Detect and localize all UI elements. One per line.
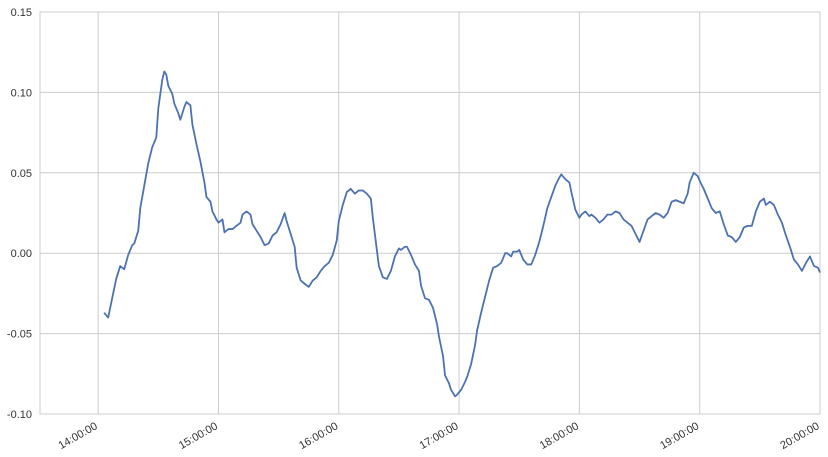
y-tick-label: -0.05 xyxy=(7,329,32,341)
plot-area xyxy=(39,11,821,415)
x-tick-label: 19:00:00 xyxy=(658,420,701,452)
x-tick-label: 15:00:00 xyxy=(177,420,220,452)
y-tick-label: -0.10 xyxy=(7,409,32,421)
x-tick-label: 17:00:00 xyxy=(417,420,460,452)
y-tick-label: 0.05 xyxy=(11,168,32,180)
y-tick-label: 0.15 xyxy=(11,7,32,19)
x-tick-label: 14:00:00 xyxy=(57,420,100,452)
line-series xyxy=(103,70,821,398)
y-tick-label: 0.10 xyxy=(11,87,32,99)
y-tick-label: 0.00 xyxy=(11,248,32,260)
x-tick-label: 16:00:00 xyxy=(297,420,340,452)
x-tick-label: 18:00:00 xyxy=(538,420,581,452)
x-tick-label: 20:00:00 xyxy=(778,420,821,452)
